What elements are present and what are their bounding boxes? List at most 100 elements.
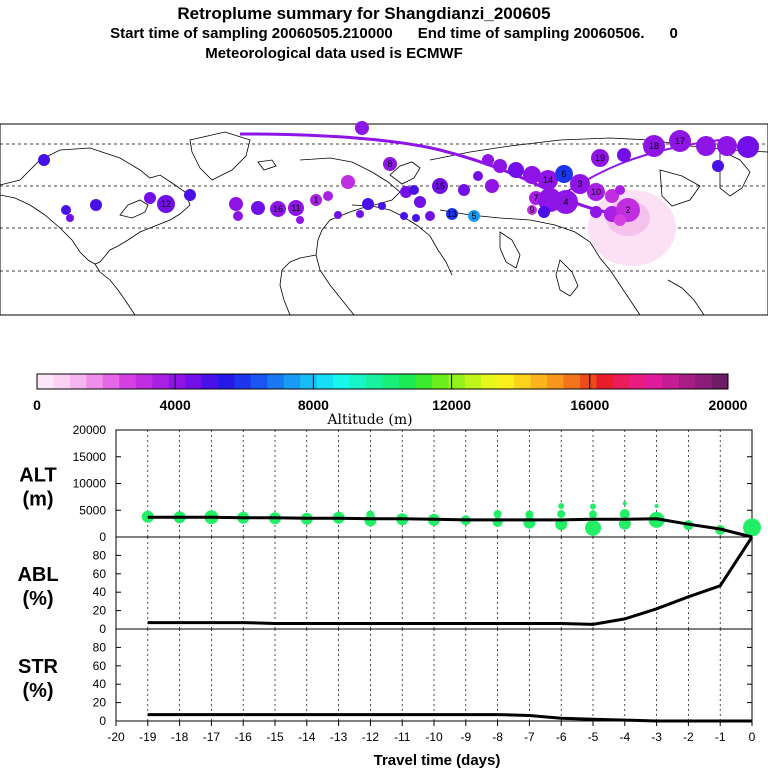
sampling-times: Start time of sampling 20060505.210000 E… (110, 25, 678, 42)
particle (527, 205, 537, 215)
particle (482, 154, 494, 166)
colorbar-cell (448, 374, 466, 389)
map-label: 6 (561, 169, 566, 179)
map-graticule (0, 143, 768, 272)
particle (323, 191, 333, 201)
panel-label-unit: (%) (22, 588, 53, 610)
colorbar-cell (201, 374, 219, 389)
x-tick-label: -18 (171, 730, 189, 744)
x-tick-label: -2 (683, 730, 694, 744)
map-panel: 12 16 1 8 11 15 14 18 17 19 5 6 3 2 7 4 … (0, 121, 768, 316)
particle (590, 206, 602, 218)
particle (362, 198, 374, 210)
altitude-point (743, 518, 761, 537)
particle (538, 170, 558, 190)
x-tick-label: -15 (266, 730, 284, 744)
colorbar: 0 4000 8000 12000 16000 20000 Altitude (m) (33, 373, 748, 428)
colorbar-cell (579, 374, 597, 389)
colorbar-cell (168, 374, 186, 389)
y-tick-label: 0 (99, 622, 106, 636)
particle (587, 183, 605, 201)
met-data-line: Meteorological data used is ECMWF (205, 45, 463, 62)
particle (554, 190, 578, 214)
colorbar-cell (102, 374, 120, 389)
colorbar-cell (152, 374, 169, 389)
colorbar-tick-label: 16000 (570, 397, 609, 413)
particle-labels: 12 16 1 8 11 15 14 18 17 19 5 6 3 2 7 4 … (161, 136, 685, 221)
y-tick-label: 5000 (79, 503, 106, 517)
colorbar-cell (366, 374, 383, 389)
x-tick-label: -20 (107, 730, 125, 744)
x-tick-label: -12 (362, 730, 380, 744)
particle (669, 130, 691, 152)
particle (468, 210, 480, 222)
colorbar-cell (267, 374, 285, 389)
particle (341, 175, 355, 189)
particle (38, 154, 50, 166)
panel-label: STR (18, 656, 59, 678)
particle (334, 211, 342, 219)
x-tick-label: -5 (588, 730, 599, 744)
particle (66, 214, 74, 222)
colorbar-cell (234, 374, 252, 389)
particle (737, 136, 759, 158)
particle (90, 199, 102, 211)
colorbar-cell (514, 374, 531, 389)
colorbar-cell (547, 374, 564, 389)
altitude-point (144, 510, 151, 517)
panel-label-unit: (%) (22, 680, 53, 702)
particle (414, 196, 426, 208)
particle (400, 212, 408, 220)
particle (617, 148, 631, 162)
colorbar-cell (119, 374, 137, 389)
x-tick-label: -3 (651, 730, 662, 744)
map-label: 17 (675, 136, 685, 146)
colorbar-cell (349, 374, 367, 389)
altitude-point (654, 504, 659, 508)
y-tick-label: 60 (93, 659, 107, 673)
altitude-point (619, 509, 630, 519)
colorbar-cell (398, 374, 416, 389)
panel-abl: 80 60 40 20 0 ABL(%) (17, 536, 754, 636)
colorbar-cell (333, 374, 350, 389)
y-tick-label: 20 (93, 696, 107, 710)
particle (356, 210, 364, 218)
colorbar-label: Altitude (m) (326, 412, 412, 428)
map-label: 19 (595, 153, 605, 163)
particle (555, 165, 573, 183)
altitude-point (366, 510, 375, 519)
x-tick-label: -6 (556, 730, 567, 744)
panel-str: 80 60 40 20 0 STR(%) (18, 628, 753, 728)
altitude-point (590, 503, 596, 510)
particle (400, 186, 412, 198)
x-tick-label: -4 (619, 730, 630, 744)
particle (493, 159, 507, 173)
particle (458, 184, 470, 196)
colorbar-cell (662, 374, 679, 389)
altitude-point (558, 503, 565, 509)
colorbar-cell (481, 374, 498, 389)
panel-label: ABL (17, 564, 58, 586)
particle (615, 185, 625, 195)
particle (61, 205, 71, 215)
retroplume (38, 121, 759, 266)
colorbar-cell (645, 374, 663, 389)
x-tick-label: -10 (425, 730, 443, 744)
particle (229, 197, 243, 211)
particle (643, 135, 665, 157)
map-label: 1 (313, 195, 318, 205)
particle (538, 206, 550, 218)
particle (233, 211, 243, 221)
colorbar-cell (629, 374, 647, 389)
y-tick-label: 60 (93, 567, 107, 581)
colorbar-cell (316, 374, 334, 389)
colorbar-cell (678, 374, 696, 389)
y-tick-label: 20000 (73, 423, 107, 437)
colorbar-cell (37, 374, 54, 389)
x-tick-label: -7 (524, 730, 535, 744)
particle (696, 136, 716, 156)
particle (523, 166, 541, 184)
map-label: 16 (273, 204, 283, 214)
map-label: 12 (161, 199, 171, 209)
